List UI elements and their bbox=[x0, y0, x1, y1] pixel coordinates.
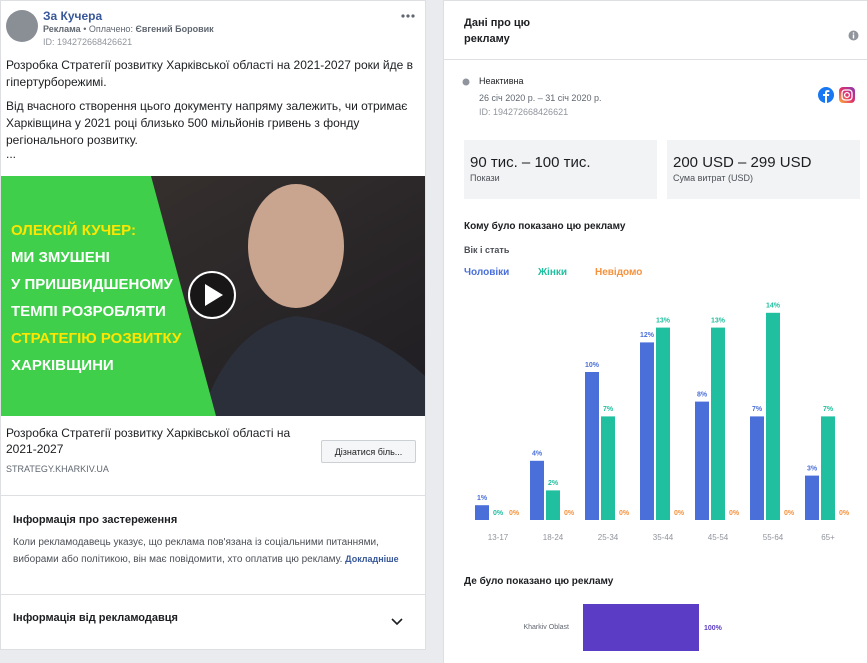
x-tick-label: 65+ bbox=[821, 533, 835, 542]
stat-label: Покази bbox=[470, 173, 500, 183]
value-label: 2% bbox=[548, 480, 559, 487]
ellipsis: ... bbox=[6, 147, 17, 161]
bar bbox=[711, 327, 725, 520]
details-panel: Дані про цю рекламу Неактивна 26 січ 202… bbox=[443, 0, 867, 663]
value-label: 3% bbox=[807, 465, 818, 472]
status-dot bbox=[462, 78, 470, 86]
platform-icons bbox=[818, 87, 855, 103]
paragraph: Від вчасного створення цього документу н… bbox=[6, 99, 408, 147]
image-text: СТРАТЕГІЮ РОЗВИТКУ bbox=[11, 330, 182, 347]
value-label: 0% bbox=[674, 510, 685, 517]
value-label: 0% bbox=[564, 510, 575, 517]
cta-button[interactable]: Дізнатися біль... bbox=[321, 440, 416, 463]
value-label: 7% bbox=[823, 406, 834, 413]
value-label: 0% bbox=[509, 510, 520, 517]
value-label: 100% bbox=[704, 625, 723, 632]
ad-id: ID: 194272668426621 bbox=[43, 37, 133, 47]
value-label: 0% bbox=[729, 510, 740, 517]
sponsored: Реклама bbox=[43, 24, 81, 34]
value-label: 0% bbox=[784, 510, 795, 517]
avatar bbox=[6, 10, 38, 42]
bar bbox=[475, 505, 489, 520]
link-domain: STRATEGY.KHARKIV.UA bbox=[6, 464, 109, 474]
region-title: Де було показано цю рекламу bbox=[464, 576, 614, 587]
page-name[interactable]: За Кучера bbox=[43, 9, 103, 23]
image-text: ТЕМПІ РОЗРОБЛЯТИ bbox=[11, 303, 166, 320]
ad-image[interactable]: ОЛЕКСІЙ КУЧЕР: МИ ЗМУШЕНІ У ПРИШВИДШЕНОМУ Т… bbox=[1, 176, 425, 416]
menu[interactable] bbox=[399, 11, 419, 21]
bar bbox=[530, 460, 544, 520]
link-title[interactable]: Розробка Стратегії розвитку Харківської … bbox=[6, 426, 291, 456]
audience-title: Кому було показано цю рекламу bbox=[464, 221, 626, 232]
image-text: ХАРКІВЩИНИ bbox=[11, 357, 114, 374]
legend-item[interactable]: Жінки bbox=[538, 267, 568, 278]
value-label: 0% bbox=[493, 510, 504, 517]
chevron[interactable] bbox=[390, 617, 404, 627]
value-label: 1% bbox=[477, 495, 488, 502]
disclaimer-text: Коли рекламодавець указує, що реклама по… bbox=[13, 537, 379, 565]
status: Неактивна bbox=[479, 76, 524, 86]
bar bbox=[695, 401, 709, 520]
bar bbox=[766, 312, 780, 520]
bar bbox=[583, 604, 699, 651]
value-label: 12% bbox=[640, 332, 655, 339]
learn-more[interactable]: Докладніше bbox=[345, 554, 399, 564]
value-label: 10% bbox=[585, 362, 600, 369]
details-title: Дані про цю рекламу bbox=[464, 17, 531, 45]
region-chart: Kharkiv Oblast 100% bbox=[523, 604, 723, 651]
stat-label: Сума витрат (USD) bbox=[673, 173, 753, 183]
image-text: МИ ЗМУШЕНІ bbox=[11, 249, 110, 266]
bar bbox=[805, 475, 819, 520]
stat-box: 90 тис. – 100 тис. Покази bbox=[464, 140, 657, 199]
value-label: 13% bbox=[711, 317, 726, 324]
value-label: 14% bbox=[766, 303, 781, 310]
bar bbox=[640, 342, 654, 520]
chart-title: Вік і стать bbox=[464, 245, 510, 255]
x-tick-label: 55-64 bbox=[763, 533, 784, 542]
bar bbox=[656, 327, 670, 520]
disclaimer: Коли рекламодавець указує, що реклама по… bbox=[13, 535, 408, 568]
byline: Реклама • Оплачено: Євгений Боровик bbox=[43, 24, 214, 34]
stat-box: 200 USD – 299 USD Сума витрат (USD) bbox=[667, 140, 860, 199]
advertiser-info-title[interactable]: Інформація від рекламодавця bbox=[13, 612, 178, 624]
bar bbox=[750, 416, 764, 520]
info-icon[interactable] bbox=[848, 30, 859, 41]
x-tick-label: 13-17 bbox=[488, 533, 509, 542]
image-text: ОЛЕКСІЙ КУЧЕР: bbox=[11, 221, 136, 239]
ad-card: За Кучера Реклама • Оплачено: Євгений Бо… bbox=[0, 0, 426, 650]
bar bbox=[585, 372, 599, 520]
value-label: 7% bbox=[752, 406, 763, 413]
dates: 26 січ 2020 р. – 31 січ 2020 р. bbox=[479, 93, 602, 103]
value-label: 0% bbox=[839, 510, 850, 517]
value-label: 13% bbox=[656, 317, 671, 324]
value-label: 0% bbox=[619, 510, 630, 517]
bar bbox=[546, 490, 560, 520]
paragraph: Розробка Стратегії розвитку Харківської … bbox=[6, 58, 414, 89]
value-label: 4% bbox=[532, 451, 543, 458]
paid-by: • Оплачено: bbox=[83, 24, 133, 34]
x-tick-label: 18-24 bbox=[543, 533, 564, 542]
legend-item[interactable]: Чоловіки bbox=[464, 267, 510, 278]
disclaimer-title: Інформація про застереження bbox=[13, 514, 178, 526]
image-text: У ПРИШВИДШЕНОМУ bbox=[11, 276, 174, 293]
x-tick-label: 45-54 bbox=[708, 533, 729, 542]
post-text: Розробка Стратегії розвитку Харківської … bbox=[6, 57, 418, 161]
value-label: 7% bbox=[603, 406, 614, 413]
bar bbox=[601, 416, 615, 520]
age-gender-chart: 13-17 1% 0% 0% 18-24 4% 2% 0% 25-34 10% 7% 0% 35-44 1… bbox=[475, 303, 850, 542]
bar bbox=[821, 416, 835, 520]
category-label: Kharkiv Oblast bbox=[523, 624, 569, 631]
value-label: 8% bbox=[697, 391, 708, 398]
details-id: ID: 194272668426621 bbox=[479, 107, 569, 117]
x-tick-label: 35-44 bbox=[653, 533, 674, 542]
payer: Євгений Боровик bbox=[135, 24, 214, 34]
legend-item[interactable]: Невідомо bbox=[595, 267, 643, 278]
x-tick-label: 25-34 bbox=[598, 533, 619, 542]
stat-value: 200 USD – 299 USD bbox=[673, 154, 812, 171]
stat-value: 90 тис. – 100 тис. bbox=[470, 154, 591, 171]
